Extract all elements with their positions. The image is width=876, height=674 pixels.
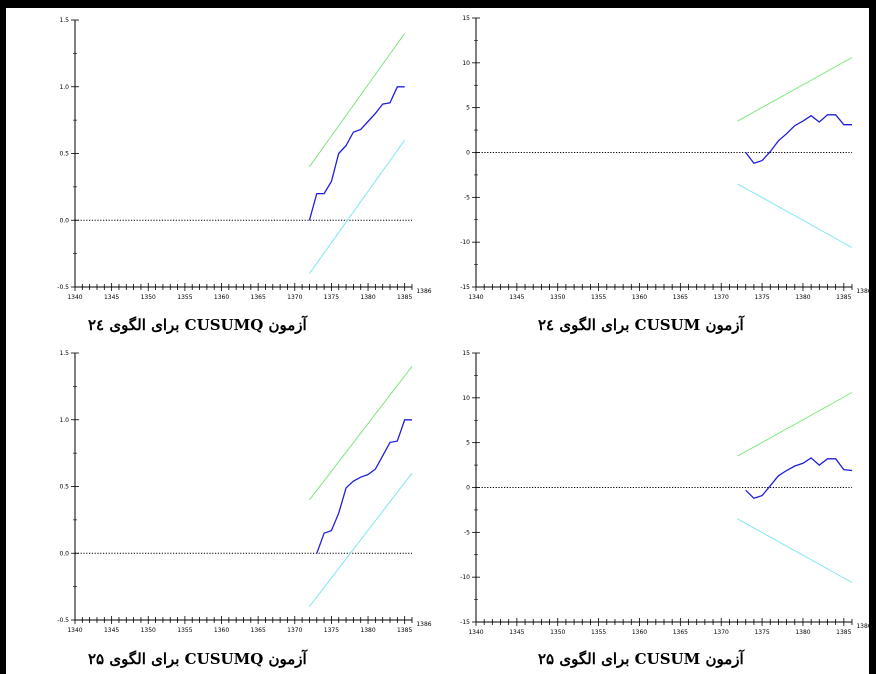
y-tick-label: 0.5 — [59, 151, 69, 158]
x-tick-label: 1370 — [287, 294, 302, 301]
y-tick-label: -15 — [460, 619, 470, 626]
y-tick-label: -0.5 — [57, 284, 69, 291]
y-tick-label: -15 — [460, 284, 470, 291]
x-tick-label: 1340 — [468, 629, 483, 636]
x-tick-label: 1340 — [67, 627, 82, 634]
x-tick-label: 1375 — [324, 294, 339, 301]
x-tick-label: 1345 — [509, 294, 524, 301]
x-tick-label: 1345 — [104, 294, 119, 301]
x-tick-label: 1385 — [836, 294, 851, 301]
x-tick-label: 1350 — [141, 294, 156, 301]
series-upper — [308, 33, 406, 168]
x-tick-label: 1375 — [754, 294, 769, 301]
series-cusum — [745, 114, 852, 165]
y-tick-label: 0 — [466, 485, 470, 492]
x-tick-label: 1355 — [177, 627, 192, 634]
x-tick-label: 1355 — [591, 629, 606, 636]
y-tick-label: 10 — [462, 395, 470, 402]
y-tick-label: -5 — [464, 529, 470, 536]
left-border — [0, 0, 6, 674]
y-tick-label: -10 — [460, 574, 470, 581]
series-cusum — [745, 457, 853, 500]
x-tick-label: 1355 — [591, 294, 606, 301]
y-tick-label: 15 — [462, 15, 470, 22]
x-tick-label: 1365 — [673, 629, 688, 636]
x-tick-label: 1375 — [324, 627, 339, 634]
x-tick-label: 1385 — [397, 294, 412, 301]
x-tick-label: 1350 — [550, 629, 565, 636]
y-tick-label: 1.5 — [59, 17, 69, 24]
y-tick-label: 15 — [462, 350, 470, 357]
x-tick-label: 1360 — [214, 294, 229, 301]
caption-cusumq-25: آزمون CUSUMQ برای الگوی ۲۵ — [88, 650, 307, 668]
x-tick-label: 1380 — [360, 294, 375, 301]
y-tick-label: 1.0 — [59, 84, 69, 91]
x-tick-label: 1385 — [836, 629, 851, 636]
caption-cusum-25: آزمون CUSUM برای الگوی ۲۵ — [538, 650, 744, 668]
y-tick-label: -0.5 — [57, 617, 69, 624]
series-lower — [309, 472, 413, 607]
x-tick-label: 1370 — [287, 627, 302, 634]
x-tick-label: 1375 — [754, 629, 769, 636]
right-border — [869, 0, 876, 674]
x-tick-label: 1365 — [251, 294, 266, 301]
y-tick-label: 0.0 — [59, 217, 69, 224]
series-cusumq — [316, 419, 412, 554]
x-tick-label: 1386 — [416, 288, 431, 295]
x-tick-label: 1340 — [468, 294, 483, 301]
y-tick-label: 1.0 — [59, 417, 69, 424]
x-tick-label: 1355 — [177, 294, 192, 301]
top-border — [0, 0, 876, 8]
y-tick-label: 0 — [466, 150, 470, 157]
x-tick-label: 1350 — [141, 627, 156, 634]
x-tick-label: 1360 — [632, 629, 647, 636]
caption-cusumq-24: آزمون CUSUMQ برای الگوی ۲٤ — [88, 316, 307, 334]
y-tick-label: 5 — [466, 105, 470, 112]
caption-cusum-24: آزمون CUSUM برای الگوی ۲٤ — [538, 316, 744, 334]
y-tick-label: -5 — [464, 194, 470, 201]
x-tick-label: 1345 — [509, 629, 524, 636]
series-cusumq — [308, 86, 405, 221]
x-tick-label: 1386 — [856, 288, 871, 295]
series-lower — [308, 139, 406, 274]
series-upper — [309, 366, 413, 501]
x-tick-label: 1340 — [67, 294, 82, 301]
y-tick-label: 5 — [466, 440, 470, 447]
y-tick-label: 0.0 — [59, 550, 69, 557]
y-tick-label: 0.5 — [59, 484, 69, 491]
series-upper — [737, 392, 853, 457]
series-lower — [737, 183, 853, 248]
x-tick-label: 1370 — [714, 629, 729, 636]
x-tick-label: 1365 — [251, 627, 266, 634]
y-tick-label: 1.5 — [59, 350, 69, 357]
x-tick-label: 1370 — [714, 294, 729, 301]
x-tick-label: 1360 — [632, 294, 647, 301]
x-tick-label: 1386 — [416, 621, 431, 628]
x-tick-label: 1386 — [856, 623, 871, 630]
x-tick-label: 1350 — [550, 294, 565, 301]
x-tick-label: 1345 — [104, 627, 119, 634]
x-tick-label: 1385 — [397, 627, 412, 634]
y-tick-label: -10 — [460, 239, 470, 246]
series-lower — [737, 518, 853, 583]
x-tick-label: 1380 — [795, 294, 810, 301]
series-upper — [737, 57, 853, 122]
x-tick-label: 1380 — [795, 629, 810, 636]
x-tick-label: 1365 — [673, 294, 688, 301]
x-tick-label: 1360 — [214, 627, 229, 634]
y-tick-label: 10 — [462, 60, 470, 67]
x-tick-label: 1380 — [360, 627, 375, 634]
